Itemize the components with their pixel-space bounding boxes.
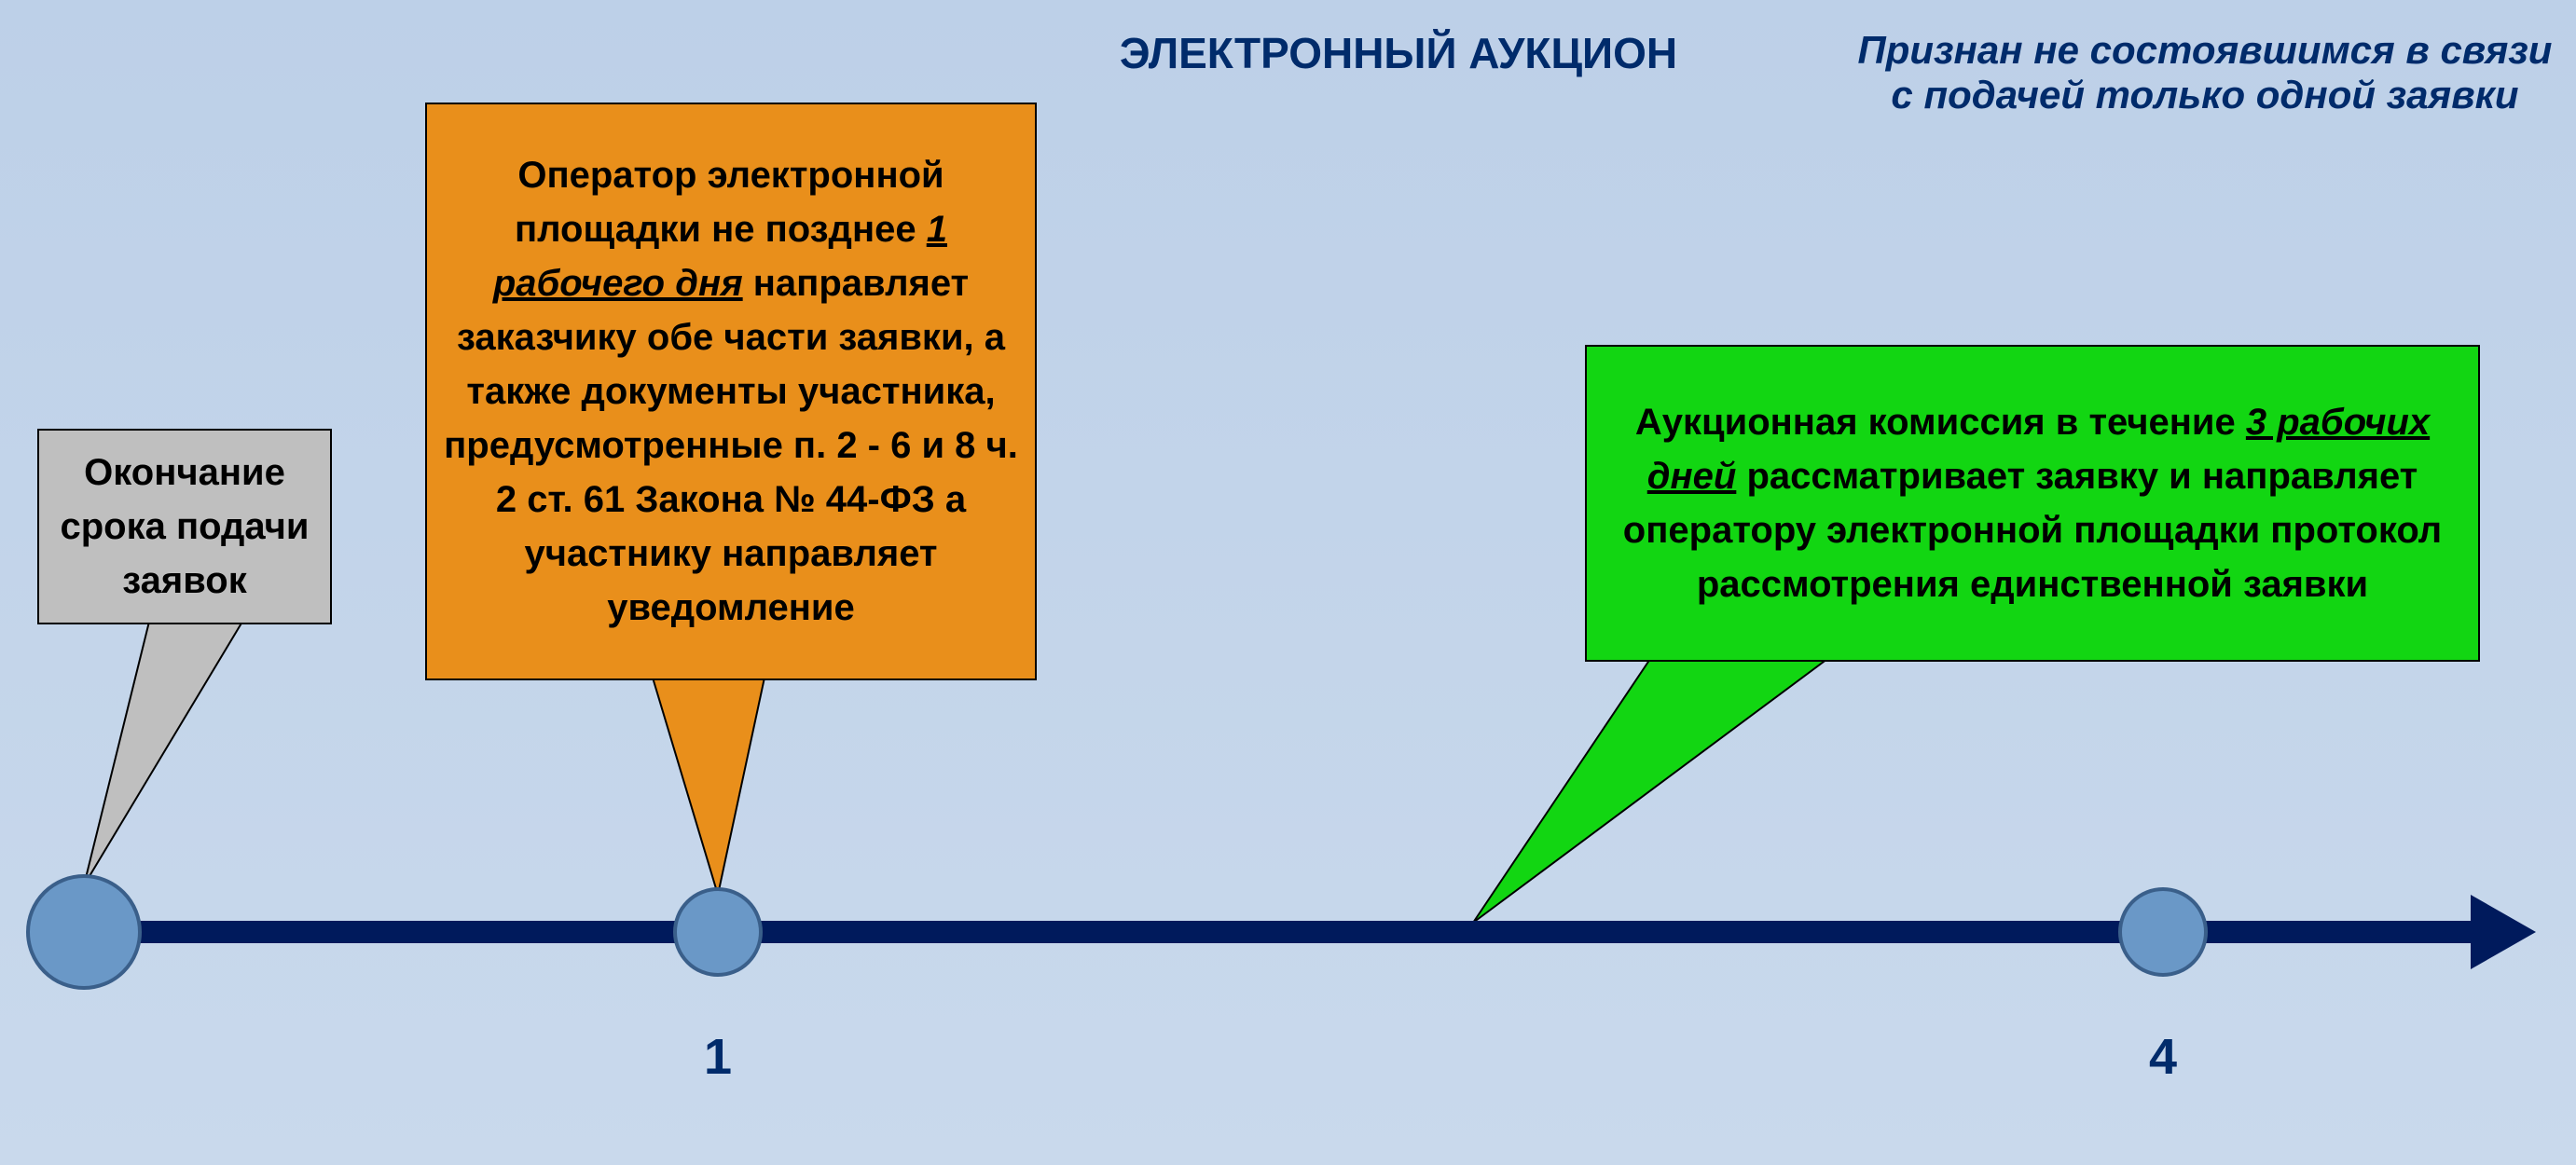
diagram-title: ЭЛЕКТРОННЫЙ АУКЦИОН	[1072, 28, 1725, 78]
callout-tail-commission	[1473, 659, 1827, 923]
timeline-axis	[84, 921, 2471, 943]
callout-text-deadline: Окончание срока подачи заявок	[52, 445, 317, 608]
callout-tail-operator	[653, 678, 765, 895]
timeline-node-0	[26, 874, 142, 990]
callout-operator: Оператор электронной площадки не позднее…	[425, 103, 1037, 680]
diagram-subtitle: Признан не состоявшимся в связи с подаче…	[1855, 28, 2555, 117]
callout-text-operator: Оператор электронной площадки не позднее…	[440, 148, 1022, 635]
diagram-canvas: ЭЛЕКТРОННЫЙ АУКЦИОН Признан не состоявшим…	[0, 0, 2576, 1165]
callout-deadline: Окончание срока подачи заявок	[37, 429, 332, 624]
timeline-node-1	[673, 887, 763, 977]
timeline-node-2	[2118, 887, 2208, 977]
timeline-arrowhead	[2471, 895, 2536, 969]
callout-text-commission: Аукционная комиссия в течение 3 рабочих …	[1600, 395, 2465, 611]
timeline-label-2: 4	[2126, 1028, 2200, 1086]
callout-commission: Аукционная комиссия в течение 3 рабочих …	[1585, 345, 2480, 662]
timeline-label-1: 1	[681, 1028, 755, 1086]
callout-tail-deadline	[84, 622, 242, 885]
